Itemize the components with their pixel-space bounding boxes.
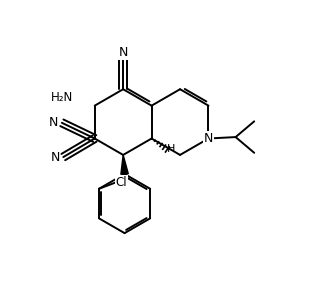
- Text: H₂N: H₂N: [51, 91, 73, 104]
- Text: N: N: [49, 116, 58, 129]
- Text: N: N: [204, 132, 213, 145]
- Text: N: N: [51, 151, 60, 164]
- Text: H: H: [167, 144, 176, 154]
- Text: N: N: [119, 46, 128, 59]
- Text: Cl: Cl: [115, 176, 127, 189]
- Polygon shape: [121, 155, 128, 174]
